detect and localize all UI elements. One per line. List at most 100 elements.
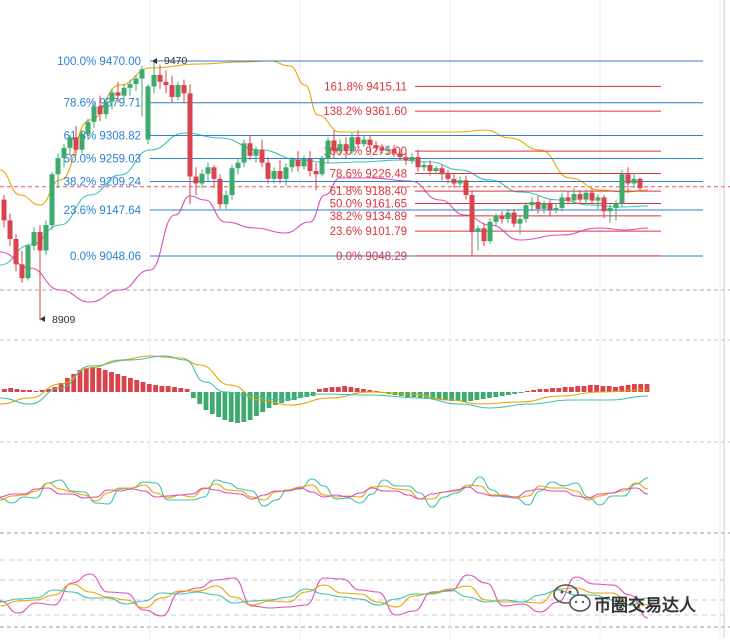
candle-body <box>97 106 103 115</box>
macd-histogram-bar <box>39 390 45 392</box>
macd-histogram-bar <box>285 392 291 401</box>
macd-histogram-bar <box>348 387 354 392</box>
macd-histogram-bar <box>235 392 240 423</box>
fib-level-label: 138.2% 9361.60 <box>323 106 407 118</box>
macd-histogram-bar <box>241 392 247 422</box>
candle-body <box>73 137 79 150</box>
macd-histogram-bar <box>2 389 7 392</box>
macd-histogram-bar <box>518 392 524 393</box>
macd-histogram-bar <box>102 370 108 392</box>
candle-body <box>337 144 343 152</box>
oscillator-line-1 <box>0 476 649 508</box>
macd-histogram-bar <box>424 392 429 398</box>
macd-histogram-bar <box>606 386 612 392</box>
candle-body <box>145 86 151 140</box>
macd-histogram-bar <box>77 370 83 392</box>
candle-body <box>637 178 643 189</box>
macd-histogram-bar <box>449 392 455 401</box>
macd-histogram-bar <box>361 389 366 392</box>
macd-histogram-bar <box>638 384 644 392</box>
macd-histogram-bar <box>83 368 89 392</box>
candle-body <box>397 153 403 158</box>
candle-body <box>37 231 43 251</box>
extreme-markers: 9470 8909 <box>40 55 188 326</box>
candle-body <box>403 157 409 161</box>
candle-body <box>523 205 529 220</box>
macd-histogram-bar <box>14 389 20 392</box>
fib-level-label: 100.0% 9470.00 <box>57 56 141 68</box>
macd-histogram-bar <box>373 391 379 392</box>
oscillator-panel-1 <box>0 476 649 508</box>
candle-body <box>577 194 583 200</box>
macd-histogram-bar <box>461 392 467 402</box>
candle-body <box>175 85 181 98</box>
candle-body <box>103 101 109 115</box>
macd-histogram-bar <box>323 388 329 392</box>
macd-histogram-bar <box>228 392 234 422</box>
macd-histogram-bar <box>581 386 587 392</box>
candle-body <box>289 159 295 168</box>
candle-body <box>139 69 145 79</box>
macd-histogram-bar <box>279 392 284 403</box>
candle-body <box>625 174 631 184</box>
candle-body <box>247 143 253 156</box>
candle-body <box>589 192 595 201</box>
candle-body <box>535 201 541 209</box>
candle-body <box>457 180 463 184</box>
candle-body <box>505 212 511 220</box>
candle-body <box>229 168 235 196</box>
candle-body <box>469 195 475 232</box>
candle-body <box>217 178 223 205</box>
candle-body <box>193 176 199 184</box>
macd-histogram-bar <box>512 392 518 394</box>
macd-histogram-bar <box>191 392 196 398</box>
fib-level-label: 23.6% 9147.64 <box>64 205 142 217</box>
macd-histogram-bar <box>71 374 77 392</box>
candle-body <box>547 203 553 210</box>
macd-histogram-bar <box>153 385 158 392</box>
candle-body <box>43 225 49 251</box>
candle-body <box>295 159 301 167</box>
candle-body <box>127 84 133 88</box>
macd-histogram-bar <box>115 374 121 392</box>
macd-histogram-bar <box>184 389 190 392</box>
candle-body <box>283 167 289 179</box>
macd-histogram-bar <box>247 392 253 420</box>
candle-body <box>445 174 451 179</box>
candle-body <box>211 167 217 179</box>
macd-histogram-bar <box>487 392 492 398</box>
candle-body <box>301 158 307 167</box>
macd-histogram-bar <box>600 386 606 392</box>
macd-line <box>0 355 649 409</box>
oscillator-line-2 <box>0 583 649 609</box>
fib-level-label: 50.0% 9161.65 <box>330 199 407 211</box>
candle-body <box>181 85 187 94</box>
candle-body <box>163 81 169 86</box>
macd-histogram-bar <box>172 387 177 392</box>
macd-histogram-bar <box>197 392 203 404</box>
macd-histogram-bar <box>493 392 499 397</box>
candle-body <box>349 137 355 152</box>
candle-body <box>583 192 589 200</box>
macd-panel <box>0 355 650 423</box>
macd-histogram-bar <box>134 380 140 392</box>
fib-level-label: 78.6% 9226.48 <box>330 169 407 181</box>
macd-histogram-bar <box>556 388 562 392</box>
macd-histogram-bar <box>443 392 448 400</box>
macd-histogram-bar <box>587 385 593 392</box>
macd-histogram-bar <box>335 387 341 392</box>
candle-body <box>595 197 601 201</box>
macd-histogram-bar <box>625 385 631 392</box>
arrow-left-icon <box>152 58 157 64</box>
macd-histogram-bar <box>254 392 259 416</box>
middle-band-line <box>0 132 649 266</box>
candle-body <box>493 215 499 222</box>
macd-histogram-bar <box>65 378 70 392</box>
candle-body <box>373 145 379 148</box>
candle-body <box>241 143 247 163</box>
candle-body <box>427 164 433 171</box>
oscillator-line-2 <box>0 482 649 502</box>
watermark-text: 币圈交易达人 <box>594 595 697 615</box>
